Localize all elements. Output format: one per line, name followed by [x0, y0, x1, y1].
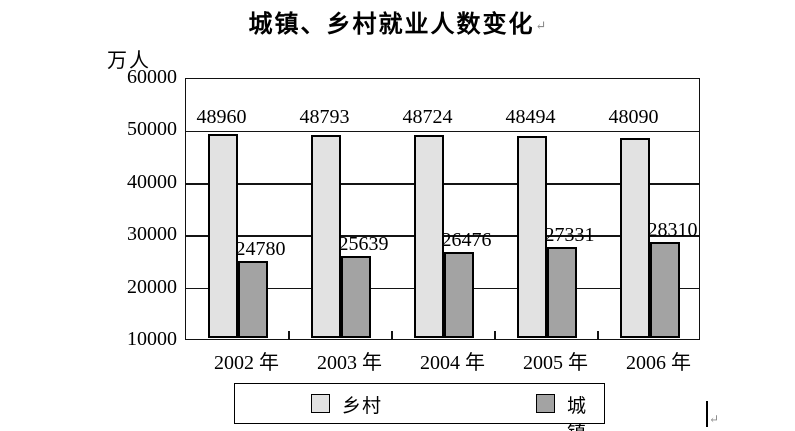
urban-bar — [546, 247, 577, 338]
category-label: 2006 年 — [626, 352, 691, 374]
y-tick-label: 50000 — [127, 118, 177, 141]
x-axis-minor-tick — [288, 331, 290, 339]
urban-value-label: 25639 — [338, 233, 389, 256]
urban-value-label: 24780 — [235, 237, 286, 260]
urban-value-label: 27331 — [544, 224, 595, 247]
rural-value-label: 48724 — [402, 106, 453, 129]
chart-title-text: 城镇、乡村就业人数变化 — [248, 12, 535, 38]
y-tick-label: 20000 — [127, 275, 177, 298]
urban-bar — [237, 260, 268, 338]
urban-value-label: 26476 — [441, 228, 492, 251]
y-tick-label: 30000 — [127, 223, 177, 246]
rural-bar — [207, 133, 238, 338]
y-axis-unit-label: 万人 — [107, 50, 151, 72]
category-label: 2005 年 — [523, 352, 588, 374]
category-label: 2004 年 — [420, 352, 485, 374]
urban-bar — [443, 251, 474, 338]
gridline-50000 — [186, 130, 699, 133]
rural-value-label: 48793 — [299, 106, 350, 129]
text-cursor[interactable] — [706, 401, 708, 427]
y-tick-label: 60000 — [127, 66, 177, 88]
plot-area — [185, 78, 700, 340]
rural-value-label: 48494 — [505, 106, 556, 129]
category-label: 2002 年 — [214, 352, 279, 374]
legend-swatch-rural — [311, 394, 330, 413]
legend-label-rural: 乡村 — [342, 396, 383, 417]
urban-value-label: 28310 — [647, 219, 698, 242]
x-axis-minor-tick — [597, 331, 599, 339]
rural-bar — [413, 135, 444, 338]
legend-swatch-urban — [536, 394, 555, 413]
chart-title: 城镇、乡村就业人数变化↵ — [0, 4, 795, 39]
rural-bar — [619, 138, 650, 338]
legend-box: 乡村 城镇 — [234, 383, 605, 431]
y-tick-label: 10000 — [127, 328, 177, 350]
rural-value-label: 48960 — [196, 106, 247, 129]
urban-bar — [649, 242, 680, 338]
legend-label-urban: 城镇 — [567, 396, 588, 431]
paragraph-return-mark-icon: ↵ — [709, 412, 720, 426]
y-tick-label: 40000 — [127, 170, 177, 193]
paragraph-return-mark-icon: ↵ — [535, 18, 547, 33]
urban-bar — [340, 256, 371, 338]
x-axis-minor-tick — [494, 331, 496, 339]
rural-bar — [310, 134, 341, 338]
category-label: 2003 年 — [317, 352, 382, 374]
x-axis-minor-tick — [391, 331, 393, 339]
rural-bar — [516, 136, 547, 338]
rural-value-label: 48090 — [608, 106, 659, 129]
